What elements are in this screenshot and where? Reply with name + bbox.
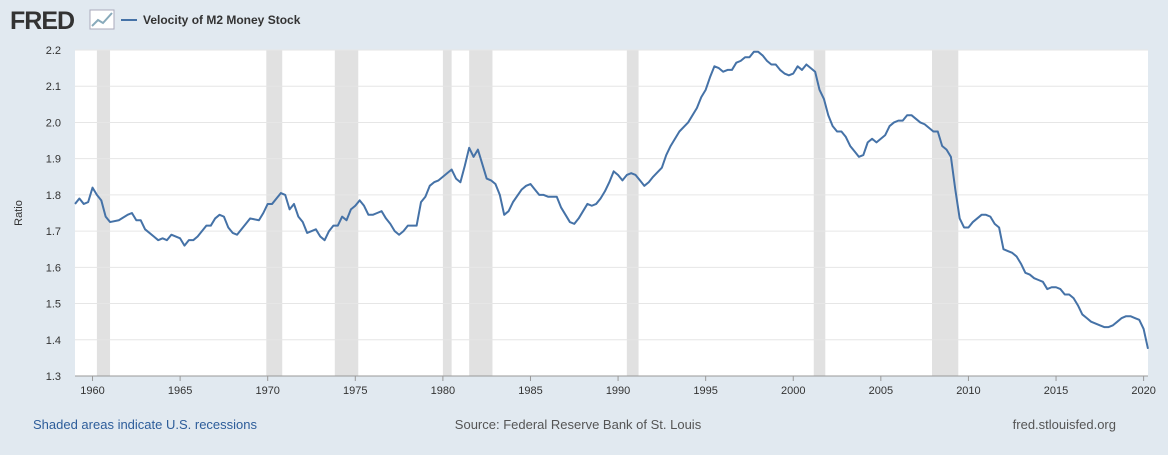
plot-area — [75, 50, 1148, 376]
x-tick-label: 2015 — [1044, 385, 1068, 397]
x-tick-label: 2010 — [956, 385, 980, 397]
recession-band — [334, 50, 359, 376]
x-tick-label: 1970 — [255, 385, 279, 397]
source: Source: Federal Reserve Bank of St. Loui… — [455, 417, 702, 432]
x-tick-label: 1965 — [168, 385, 192, 397]
recession-band — [813, 50, 826, 376]
logo-icon — [89, 9, 115, 30]
y-tick-label: 1.8 — [46, 190, 61, 202]
y-tick-label: 1.5 — [46, 299, 61, 311]
y-tick-label: 2.2 — [46, 45, 61, 57]
y-tick-label: 1.6 — [46, 262, 61, 274]
recession-note[interactable]: Shaded areas indicate U.S. recessions — [33, 417, 258, 432]
recession-band — [96, 50, 111, 376]
y-tick-label: 2.0 — [46, 117, 61, 129]
grid — [75, 49, 1148, 377]
y-tick-label: 1.3 — [46, 371, 61, 383]
recession-band — [469, 50, 493, 376]
recession-band — [442, 50, 452, 376]
site[interactable]: fred.stlouisfed.org — [1013, 417, 1116, 432]
x-tick-label: 2000 — [781, 385, 805, 397]
x-tick-label: 1960 — [80, 385, 104, 397]
y-tick-label: 1.9 — [46, 154, 61, 166]
logo: FRED — [10, 7, 74, 35]
axes: 1.3 1.4 1.5 1.6 1.7 1.8 1.9 2.0 2.1 2.2 1960 1965 19… — [46, 45, 1156, 397]
y-tick-label: 1.4 — [46, 335, 61, 347]
recession-band — [626, 50, 639, 376]
recessions — [96, 50, 959, 376]
x-tick-label: 1975 — [343, 385, 367, 397]
y-axis-label: Ratio — [13, 200, 25, 226]
legend-label: Velocity of M2 Money Stock — [143, 13, 301, 27]
recession-band — [266, 50, 283, 376]
y-tick-label: 2.1 — [46, 81, 61, 93]
x-tick-label: 2020 — [1131, 385, 1155, 397]
series-line — [74, 50, 1149, 350]
x-tick-label: 1995 — [693, 385, 717, 397]
x-tick-label: 1980 — [431, 385, 455, 397]
y-tick-label: 1.7 — [46, 226, 61, 238]
x-tick-label: 2005 — [869, 385, 893, 397]
recession-band — [931, 50, 959, 376]
x-tick-label: 1990 — [606, 385, 630, 397]
series — [74, 50, 1149, 350]
x-tick-label: 1985 — [518, 385, 542, 397]
